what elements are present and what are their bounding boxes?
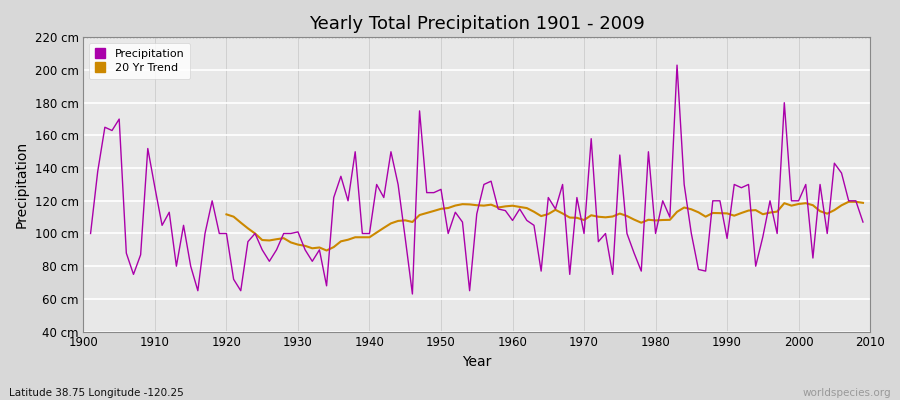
20 Yr Trend	[772, 209, 783, 214]
Precipitation	[514, 206, 525, 211]
Line: Precipitation: Precipitation	[91, 65, 863, 294]
Text: worldspecies.org: worldspecies.org	[803, 388, 891, 398]
20 Yr Trend	[421, 210, 432, 215]
X-axis label: Year: Year	[462, 355, 491, 369]
Precipitation	[507, 218, 517, 223]
Precipitation	[300, 248, 310, 252]
Precipitation	[858, 220, 868, 224]
Y-axis label: Precipitation: Precipitation	[15, 141, 29, 228]
20 Yr Trend	[671, 210, 682, 214]
Precipitation	[343, 198, 354, 203]
20 Yr Trend	[843, 199, 854, 204]
20 Yr Trend	[321, 248, 332, 253]
Precipitation	[407, 292, 418, 296]
20 Yr Trend	[221, 212, 232, 217]
Text: Latitude 38.75 Longitude -120.25: Latitude 38.75 Longitude -120.25	[9, 388, 184, 398]
Precipitation	[86, 231, 96, 236]
20 Yr Trend	[836, 203, 847, 208]
20 Yr Trend	[858, 200, 868, 205]
Title: Yearly Total Precipitation 1901 - 2009: Yearly Total Precipitation 1901 - 2009	[309, 15, 644, 33]
Legend: Precipitation, 20 Yr Trend: Precipitation, 20 Yr Trend	[89, 43, 190, 79]
Precipitation	[142, 146, 153, 151]
20 Yr Trend	[307, 246, 318, 251]
20 Yr Trend	[758, 212, 769, 217]
Line: 20 Yr Trend: 20 Yr Trend	[227, 202, 863, 250]
Precipitation	[600, 231, 611, 236]
Precipitation	[671, 63, 682, 68]
